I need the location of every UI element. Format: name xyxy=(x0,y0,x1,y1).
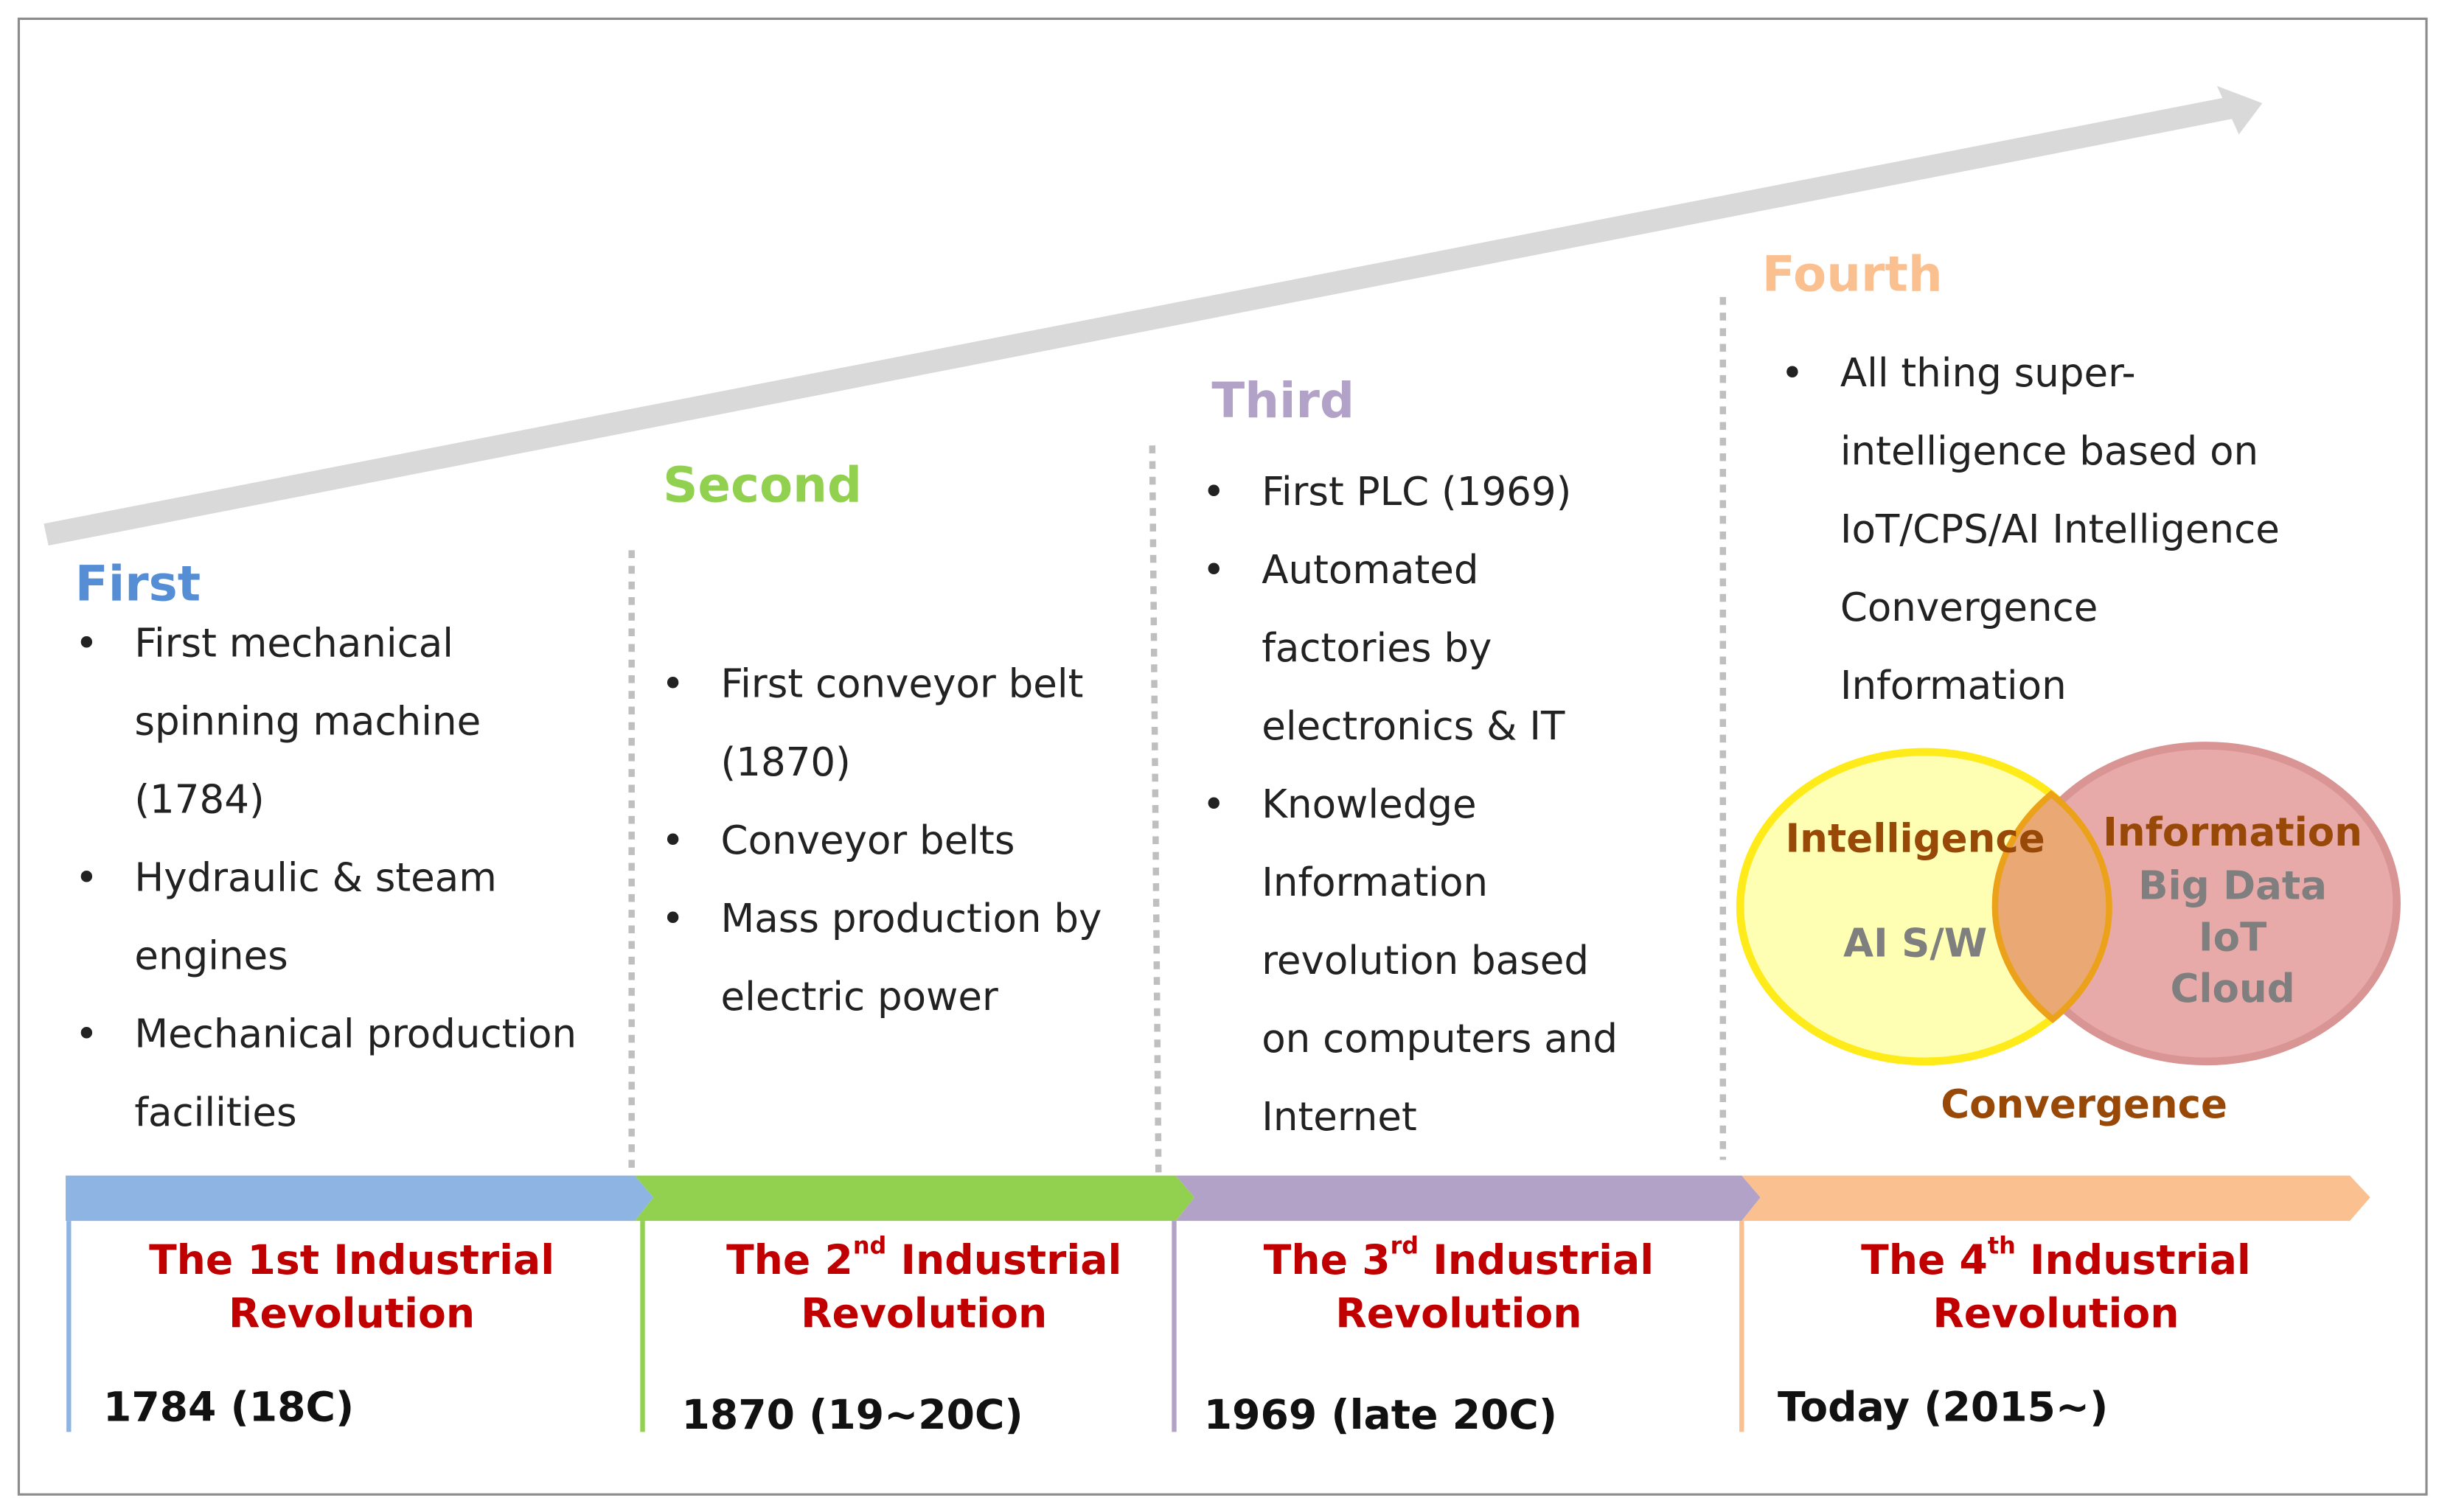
era-heading-first: First xyxy=(74,556,201,613)
bullet-item: First PLC (1969) xyxy=(1203,453,1671,532)
outer-frame xyxy=(17,17,2428,1496)
title-text: The 2 xyxy=(726,1238,853,1286)
era-heading-second: Second xyxy=(663,458,863,515)
title-text: The 4 xyxy=(1861,1238,1988,1286)
era-dividers xyxy=(628,296,1727,1176)
title-text: Revolution xyxy=(1335,1291,1582,1339)
divider-2 xyxy=(1149,445,1162,1176)
era-heading-fourth: Fourth xyxy=(1761,247,1943,304)
title-text: Revolution xyxy=(801,1291,1048,1339)
era-title-3: The 3rd Industrial Revolution xyxy=(1201,1231,1717,1341)
venn-right-item: Big Data xyxy=(2138,863,2327,909)
bullet-item: Conveyor belts xyxy=(661,802,1130,880)
title-superscript: nd xyxy=(852,1231,887,1261)
venn-left-item: AI S/W xyxy=(1843,920,1988,966)
era-date-4: Today (2015~) xyxy=(1778,1384,2109,1432)
venn-left-title: Intelligence xyxy=(1785,815,2045,862)
era-ticks xyxy=(66,1221,1744,1432)
bullet-item: Mass production by electric power xyxy=(661,880,1130,1037)
venn-right-item: IoT xyxy=(2198,914,2267,960)
title-text: Industrial xyxy=(1419,1238,1655,1286)
era-bullets-third: First PLC (1969) Automated factories by … xyxy=(1203,453,1671,1157)
venn-diagram xyxy=(1736,742,2401,1066)
era-title-2: The 2nd Industrial Revolution xyxy=(666,1231,1182,1341)
venn-right-title: Information xyxy=(2103,809,2362,855)
bullet-item: Automated factories by electronics & IT xyxy=(1203,532,1590,766)
era-date-3: 1969 (late 20C) xyxy=(1203,1393,1558,1440)
title-text: Revolution xyxy=(1932,1291,2179,1339)
title-text: Industrial xyxy=(319,1238,555,1286)
venn-caption: Convergence xyxy=(1941,1081,2227,1127)
timeline-segment-4 xyxy=(1742,1175,2370,1222)
era-title-4: The 4th Industrial Revolution xyxy=(1798,1231,2314,1341)
timeline-bar xyxy=(66,1175,2370,1222)
bullet-item: First conveyor belt (1870) xyxy=(661,646,1096,802)
bullet-item: Mechanical production facilities xyxy=(75,996,604,1152)
era-bullets-fourth: All thing super-intelligence based on Io… xyxy=(1781,335,2297,725)
venn-overlap xyxy=(1991,790,2112,1024)
title-text: The 1st xyxy=(149,1238,320,1286)
venn-right-item: Cloud xyxy=(2170,966,2295,1011)
era-date-2: 1870 (19~20C) xyxy=(681,1393,1023,1440)
timeline-segment-2 xyxy=(634,1175,1195,1222)
era-date-1: 1784 (18C) xyxy=(102,1384,355,1432)
era-bullets-first: First mechanical spinning machine (1784)… xyxy=(75,605,622,1152)
title-superscript: th xyxy=(1987,1231,2016,1261)
era-heading-third: Third xyxy=(1211,373,1355,431)
bullet-item: Hydraulic & steam engines xyxy=(75,840,541,996)
timeline-segment-3 xyxy=(1175,1175,1761,1222)
era-bullets-second: First conveyor belt (1870) Conveyor belt… xyxy=(661,646,1130,1037)
timeline-segment-1 xyxy=(66,1175,654,1222)
era-title-1: The 1st Industrial Revolution xyxy=(94,1235,610,1341)
bullet-item: First mechanical spinning machine (1784) xyxy=(75,605,526,840)
progress-arrow xyxy=(44,86,2263,546)
title-text: The 3 xyxy=(1263,1238,1391,1286)
title-text: Revolution xyxy=(228,1291,476,1339)
bullet-item: All thing super-intelligence based on Io… xyxy=(1781,335,2309,725)
title-text: Industrial xyxy=(2015,1238,2251,1286)
title-text: Industrial xyxy=(886,1238,1122,1286)
title-superscript: rd xyxy=(1390,1231,1419,1261)
bullet-item: Knowledge Information revolution based o… xyxy=(1203,766,1645,1157)
